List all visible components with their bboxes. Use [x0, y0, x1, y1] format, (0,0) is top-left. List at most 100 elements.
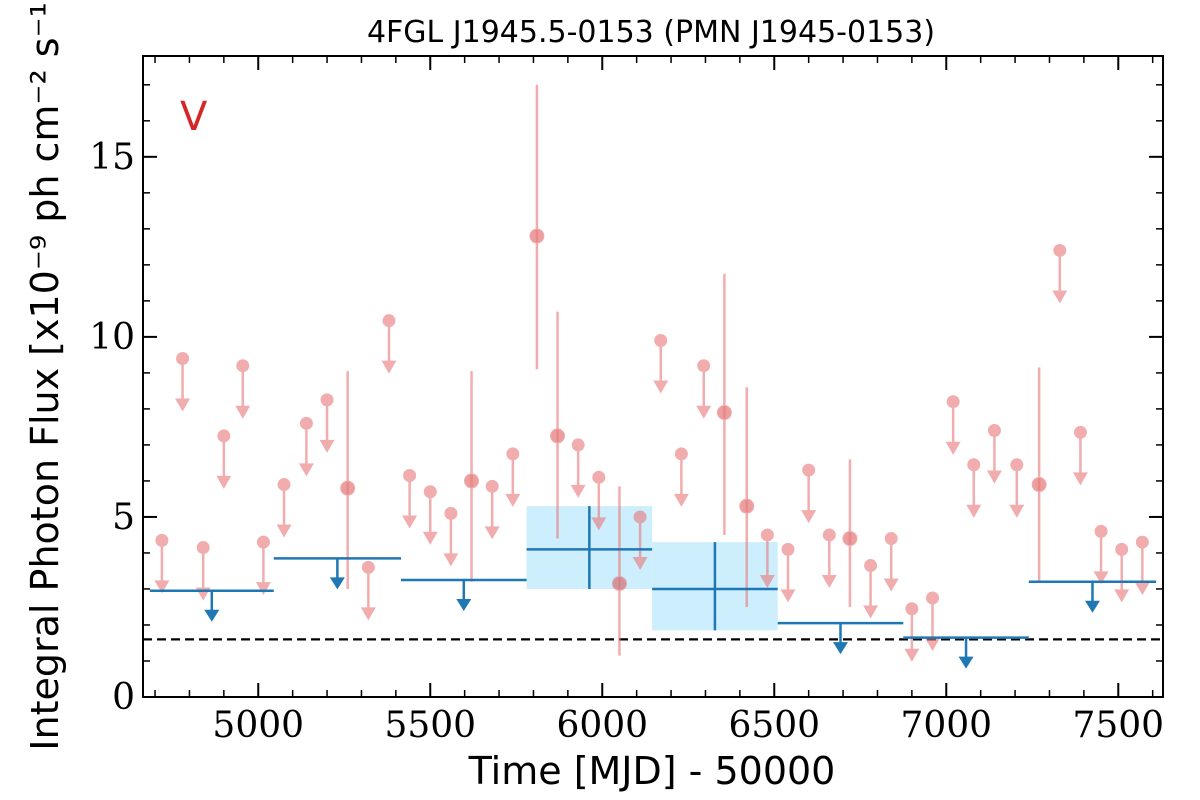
long-bin-upper-limit [149, 589, 274, 622]
upper-limit-point [485, 479, 499, 493]
upper-limit-point [361, 560, 375, 574]
long-bin-upper-limit [401, 578, 527, 611]
detection-point [340, 480, 356, 496]
upper-limit-point [506, 447, 520, 461]
upper-limit-point [256, 535, 270, 549]
upper-limit-point [571, 438, 585, 452]
upper-limit-point [423, 485, 437, 499]
upper-limit-point [926, 591, 940, 605]
short-bin-upper-limit [1009, 458, 1025, 518]
short-bin-detection [464, 371, 480, 582]
short-bin-upper-limit [443, 506, 459, 567]
x-axis-label: Time [MJD] - 50000 [468, 749, 836, 793]
short-bin-detection [1031, 367, 1047, 582]
upper-limit-arrowhead [966, 504, 982, 518]
upper-limit-point [1115, 542, 1129, 556]
short-bin-upper-limit [632, 510, 648, 570]
short-bin-upper-limit [216, 429, 232, 489]
upper-limit-point [592, 470, 606, 484]
short-bin-upper-limit [381, 314, 397, 374]
short-bin-detection [550, 311, 566, 539]
upper-limit-point [654, 333, 668, 347]
upper-limit-point [299, 416, 313, 430]
short-bin-detection [611, 486, 627, 656]
short-bin-detection [739, 387, 755, 607]
short-bin-upper-limit [484, 479, 500, 540]
short-bin-upper-limit [276, 478, 292, 538]
short-bin-upper-limit [591, 470, 607, 531]
long-bin-upper-limit [777, 621, 904, 655]
upper-limit-point [822, 528, 836, 542]
upper-limit-point [217, 429, 231, 443]
upper-limit-arrowhead [319, 439, 335, 453]
upper-limit-arrowhead [653, 380, 669, 394]
short-bin-upper-limit [360, 560, 376, 621]
upper-limit-arrowhead [1134, 582, 1150, 596]
detection-point [716, 405, 732, 421]
short-bin-upper-limit [1114, 542, 1130, 603]
x-tick-label: 6500 [728, 705, 820, 746]
upper-limit-arrowhead [759, 574, 775, 588]
y-tick-label: 10 [89, 317, 135, 358]
upper-limit-arrowhead [925, 637, 941, 651]
axes: 5000 5500 6000 6500 7000 7500 0 5 10 15 [89, 55, 1164, 746]
short-bin-upper-limit [904, 602, 920, 662]
band-label: V [180, 94, 208, 140]
upper-limit-arrowhead [154, 580, 170, 594]
short-bin-detection [716, 273, 732, 535]
long-bin-upper-limit [273, 557, 402, 590]
upper-limit-arrowhead [1052, 290, 1068, 304]
upper-limit-arrowhead [1072, 472, 1088, 486]
detection-point [529, 228, 545, 244]
upper-limit-arrowhead [570, 484, 586, 498]
upper-limit-point [444, 506, 458, 520]
long-bin-limit-arrowhead [958, 656, 974, 669]
x-tick-label: 7000 [900, 705, 992, 746]
upper-limit-point [176, 351, 190, 365]
short-bin-upper-limit [821, 528, 837, 588]
upper-limit-point [277, 478, 291, 492]
upper-limit-arrowhead [986, 470, 1002, 484]
short-bin-upper-limit [505, 447, 521, 507]
upper-limit-arrowhead [1009, 504, 1025, 518]
detection-point [550, 428, 566, 444]
upper-limit-point [946, 395, 960, 409]
upper-limit-arrowhead [945, 441, 961, 455]
upper-limit-arrowhead [801, 510, 817, 524]
long-bin-limit-arrowhead [329, 577, 345, 590]
short-bin-upper-limit [319, 393, 335, 453]
short-bin-detection [842, 459, 858, 607]
short-bin-detection [529, 84, 545, 370]
long-bin-limit-arrowhead [204, 609, 220, 622]
chart-title: 4FGL J1945.5-0153 (PMN J1945-0153) [367, 15, 935, 50]
upper-limit-point [697, 359, 711, 373]
upper-limit-arrowhead [696, 405, 712, 419]
short-bin-upper-limit [863, 559, 879, 619]
short-bin-upper-limit [1134, 535, 1150, 596]
short-bin-upper-limit [945, 395, 961, 455]
short-bin-upper-limit [570, 438, 586, 498]
long-bin-detection [526, 506, 653, 589]
short-bin-upper-limit [925, 591, 941, 651]
upper-limit-arrowhead [821, 574, 837, 588]
upper-limit-arrowhead [381, 360, 397, 374]
data-marks [149, 84, 1157, 669]
upper-limit-point [320, 393, 334, 407]
detection-point [464, 473, 480, 489]
short-bin-upper-limit [801, 463, 817, 524]
detection-point [1031, 477, 1047, 493]
x-tick-label: 6000 [556, 705, 648, 746]
upper-limit-arrowhead [255, 582, 271, 596]
upper-limit-arrowhead [484, 526, 500, 540]
short-bin-upper-limit [1093, 524, 1109, 585]
y-tick-label: 15 [89, 137, 135, 178]
y-tick-label: 5 [112, 497, 135, 538]
upper-limit-arrowhead [1114, 589, 1130, 603]
upper-limit-arrowhead [443, 553, 459, 567]
upper-limit-arrowhead [883, 578, 899, 592]
upper-limit-arrowhead [780, 589, 796, 603]
short-bin-upper-limit [883, 532, 899, 592]
short-bin-upper-limit [759, 528, 775, 588]
detection-point [739, 498, 755, 514]
upper-limit-arrowhead [673, 493, 689, 507]
